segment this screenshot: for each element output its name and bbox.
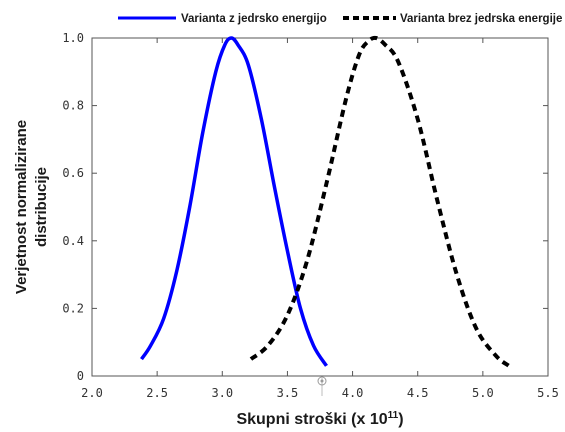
x-axis: 2.0 2.5 3.0 3.5 4.0 4.5 5.0 5.5 [81,38,559,400]
y-tick-label: 1.0 [62,31,84,45]
x-tick-label: 3.0 [211,386,233,400]
y-tick-label: 0.4 [62,234,84,248]
y-tick-label: 0 [77,369,84,383]
x-tick-label: 2.0 [81,386,103,400]
x-tick-label: 5.0 [472,386,494,400]
legend-label-series-1: Varianta z jedrsko energijo [181,13,327,25]
legend: Varianta z jedrsko energijo Varianta bre… [118,13,562,25]
y-tick-label: 0.8 [62,99,84,113]
y-axis-title-line-1: Verjetnost normalizirane [13,120,30,294]
y-axis: 0 0.2 0.4 0.6 0.8 1.0 [62,31,548,383]
cursor-marker-icon [317,376,327,396]
plot-frame [91,37,549,377]
y-axis-title-line-2: distribucije [33,167,50,247]
x-tick-label: 5.5 [537,386,559,400]
x-axis-title: Skupni stroški (x 1011) [236,410,403,428]
x-tick-label: 4.5 [407,386,429,400]
x-tick-label: 3.5 [277,386,299,400]
x-tick-label: 4.0 [342,386,364,400]
series-line-1 [140,36,328,367]
series-line-2 [249,35,511,368]
x-tick-label: 2.5 [146,386,168,400]
series-group [140,35,511,368]
y-tick-label: 0.6 [62,166,84,180]
y-tick-label: 0.2 [62,301,84,315]
legend-label-series-2: Varianta brez jedrska energije [400,13,562,25]
